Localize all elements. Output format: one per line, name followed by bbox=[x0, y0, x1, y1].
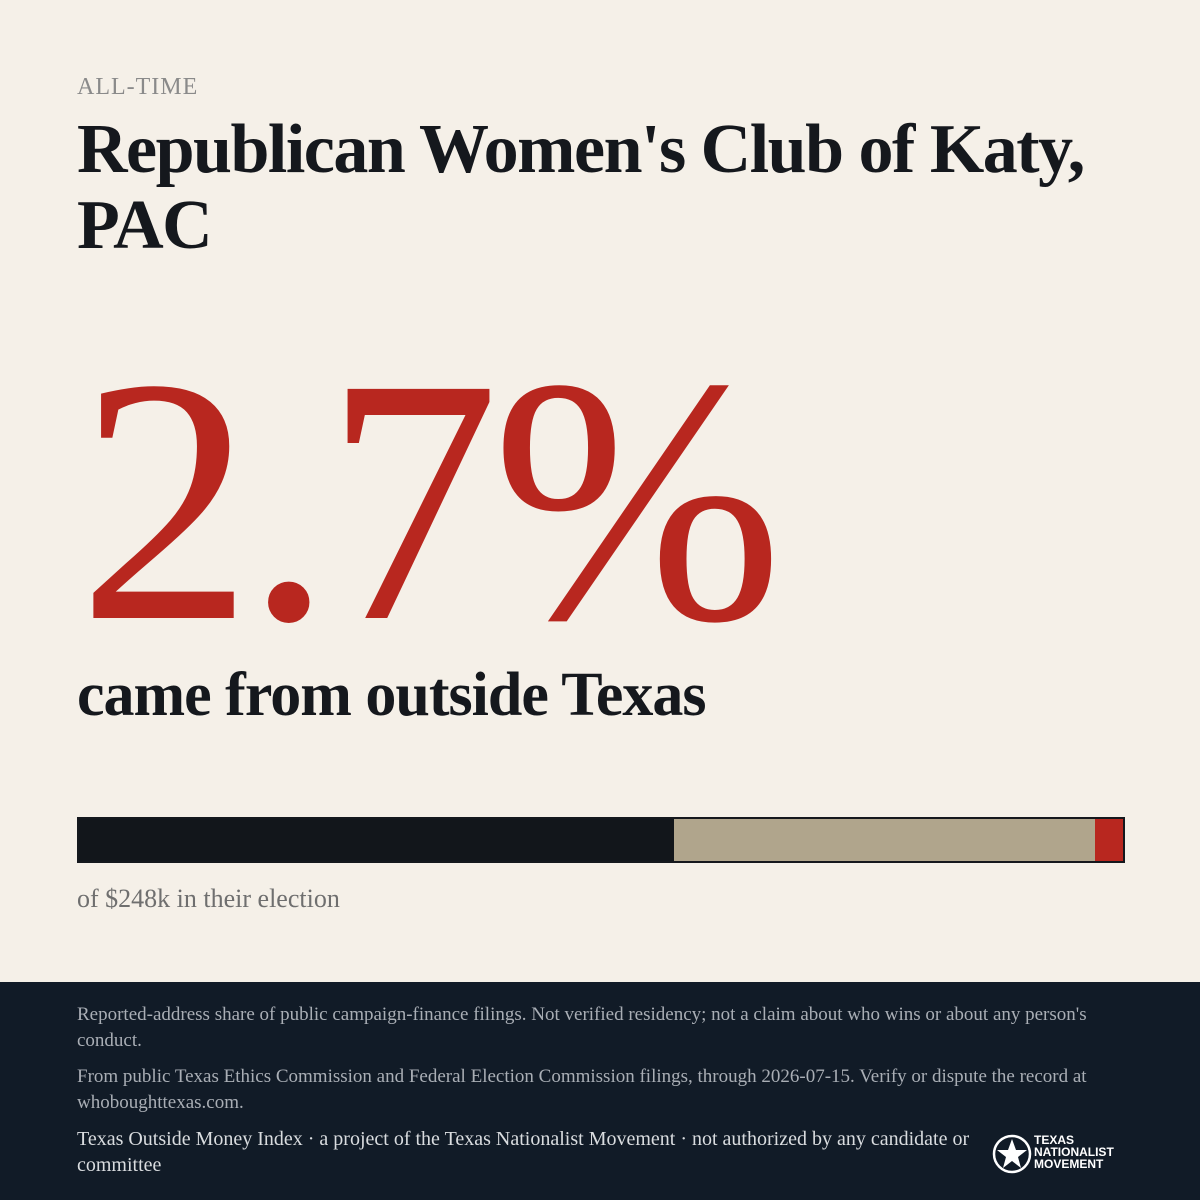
footer: Reported-address share of public campaig… bbox=[0, 982, 1200, 1200]
bar-segment bbox=[674, 819, 1095, 861]
bar-note: of $248k in their election bbox=[77, 884, 340, 913]
logo-text: MOVEMENT bbox=[1034, 1157, 1104, 1171]
share-bar bbox=[77, 817, 1125, 863]
logo-text: TEXAS bbox=[1034, 1133, 1075, 1147]
logo-text: NATIONALIST bbox=[1034, 1145, 1114, 1159]
source: From public Texas Ethics Commission and … bbox=[77, 1066, 1087, 1113]
headline-figure: 2.7% bbox=[78, 306, 783, 694]
bar-segment bbox=[79, 819, 675, 861]
bar-segment bbox=[1094, 819, 1123, 861]
title: Republican Women's Club of Katy, PAC bbox=[77, 111, 1085, 264]
credit: Texas Outside Money Index · a project of… bbox=[77, 1128, 970, 1176]
headline-caption: came from outside Texas bbox=[77, 661, 707, 729]
logo: TEXAS NATIONALIST MOVEMENT bbox=[992, 1130, 1132, 1178]
logo-emblem bbox=[992, 1134, 1032, 1174]
disclaimer: Reported-address share of public campaig… bbox=[77, 1004, 1087, 1051]
eyebrow: ALL-TIME bbox=[77, 74, 199, 100]
